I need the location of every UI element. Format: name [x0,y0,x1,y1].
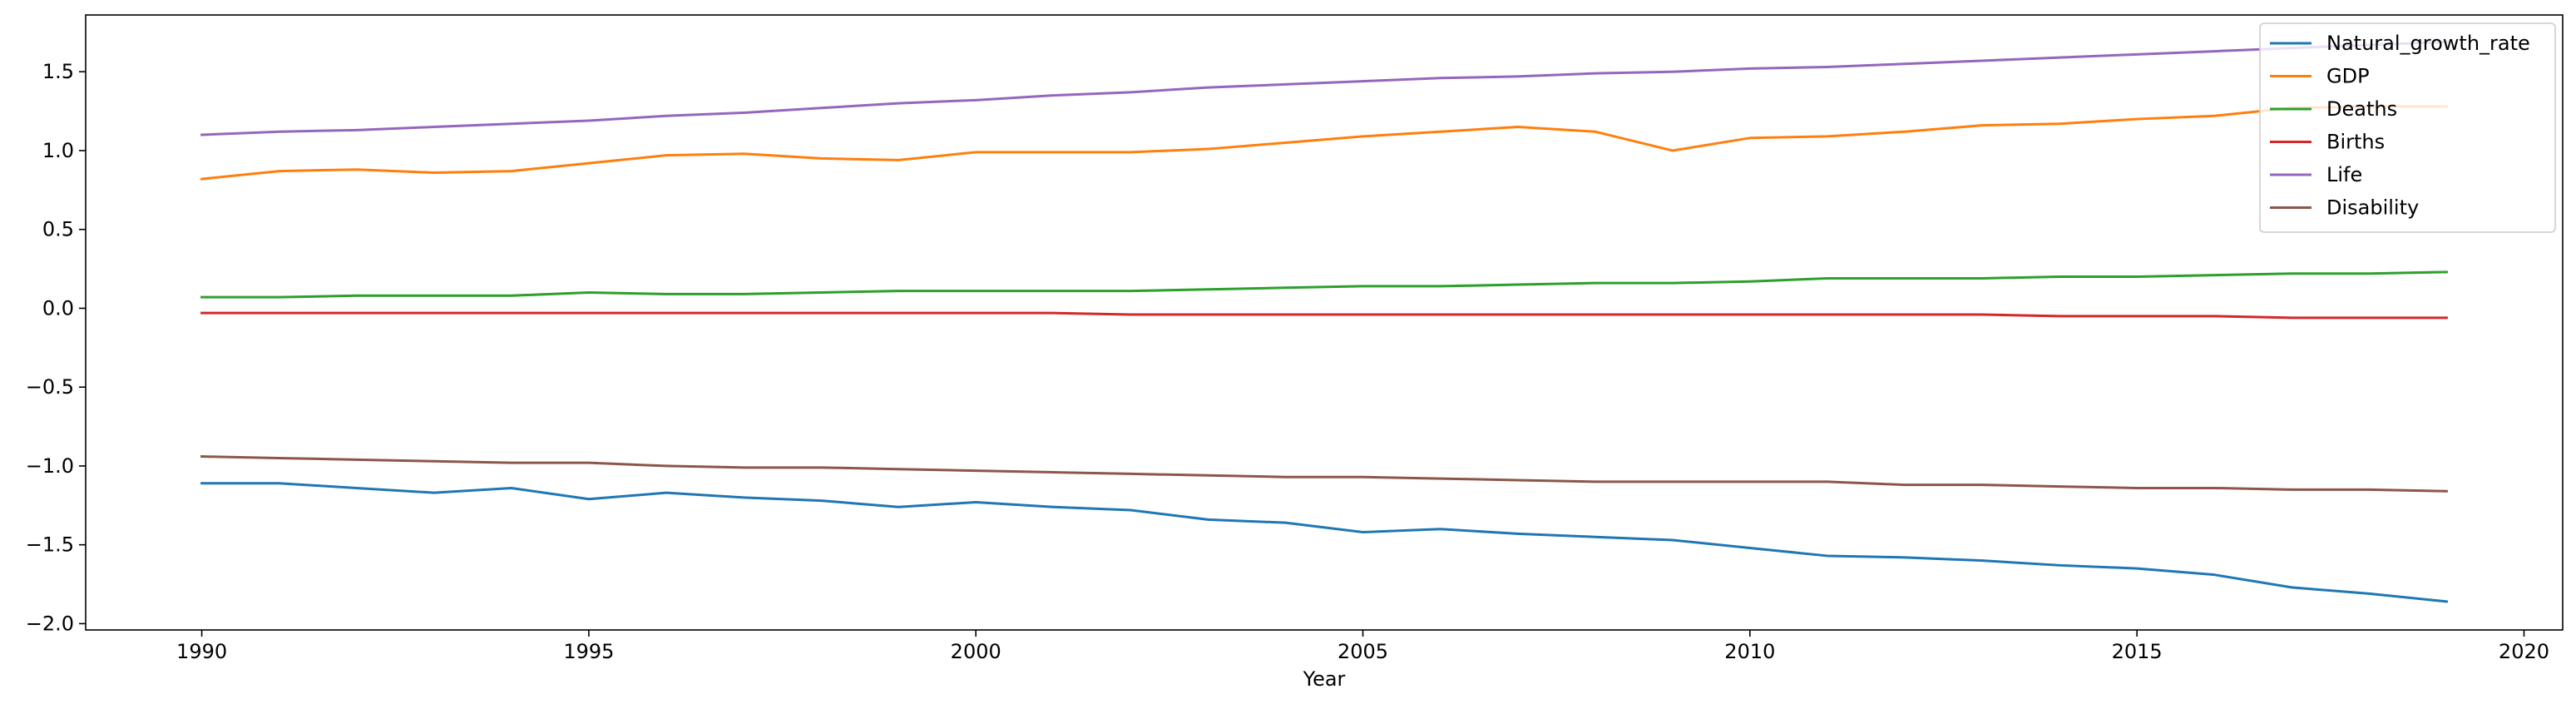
legend-label-disability: Disability [2326,196,2419,220]
legend-label-deaths: Deaths [2326,97,2397,121]
y-tick-label: −2.0 [26,612,74,635]
y-tick-label: −1.5 [26,533,74,557]
legend-label-natural-growth-rate: Natural_growth_rate [2326,32,2530,55]
legend: Natural_growth_rate GDP Deaths Births Life Di… [2259,22,2556,233]
x-tick-label: 1995 [563,640,614,663]
y-tick-label: 1.5 [42,60,74,83]
y-axis-ticks: −2.0 −1.5 −1.0 −0.5 0.0 0.5 1.0 1.5 [26,60,86,635]
legend-box [2259,22,2556,233]
x-tick-label: 2005 [1337,640,1388,663]
series-lines [200,40,2449,603]
x-tick-label: 2015 [2112,640,2163,663]
x-axis-ticks: 1990 1995 2000 2005 2010 2015 2020 [176,630,2549,663]
series-line-life [200,40,2448,136]
series-line-natural-growth-rate [200,482,2449,603]
x-tick-label: 2000 [951,640,1001,663]
y-tick-label: 0.5 [42,218,74,241]
axes-frame [85,14,2564,631]
x-tick-label: 2020 [2499,640,2549,663]
x-axis-title: Year [1303,667,1346,691]
y-tick-label: −0.5 [26,375,74,399]
x-tick-label: 1990 [176,640,227,663]
plot-area [200,40,2449,603]
y-tick-label: 0.0 [42,296,74,320]
x-tick-label: 2010 [1724,640,1775,663]
series-line-gdp [200,105,2448,181]
series-line-births [200,311,2448,320]
y-tick-label: −1.0 [26,454,74,478]
legend-label-births: Births [2326,131,2385,154]
y-tick-label: 1.0 [42,139,74,162]
series-line-deaths [200,270,2448,299]
legend-label-gdp: GDP [2326,65,2370,88]
series-line-disability [200,455,2448,493]
legend-label-life: Life [2326,163,2362,186]
axes: 1990 1995 2000 2005 2010 2015 2020 −2.0 −1.5 −1.… [26,14,2564,691]
